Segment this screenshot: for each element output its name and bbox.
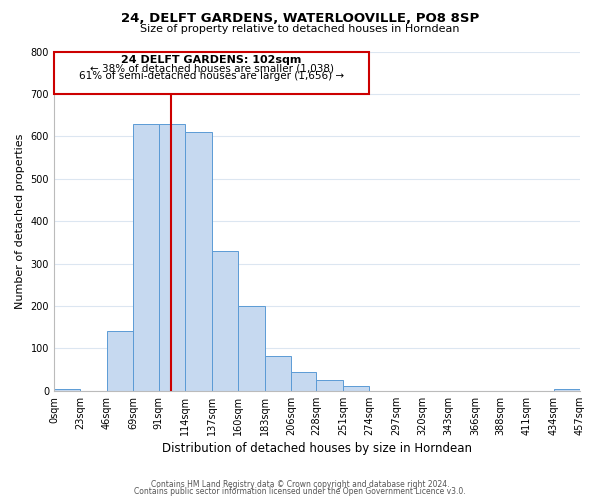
Bar	[238, 306, 265, 391]
Bar	[212, 251, 238, 391]
Bar	[54, 388, 80, 391]
Bar	[133, 124, 158, 391]
Bar	[554, 388, 580, 391]
FancyBboxPatch shape	[54, 52, 370, 94]
Text: 24 DELFT GARDENS: 102sqm: 24 DELFT GARDENS: 102sqm	[121, 55, 302, 65]
Bar	[291, 372, 316, 391]
Bar	[265, 356, 291, 391]
Bar	[107, 332, 133, 391]
Text: Size of property relative to detached houses in Horndean: Size of property relative to detached ho…	[140, 24, 460, 34]
Bar	[316, 380, 343, 391]
X-axis label: Distribution of detached houses by size in Horndean: Distribution of detached houses by size …	[162, 442, 472, 455]
Y-axis label: Number of detached properties: Number of detached properties	[15, 134, 25, 309]
Text: Contains HM Land Registry data © Crown copyright and database right 2024.: Contains HM Land Registry data © Crown c…	[151, 480, 449, 489]
Text: 24, DELFT GARDENS, WATERLOOVILLE, PO8 8SP: 24, DELFT GARDENS, WATERLOOVILLE, PO8 8S…	[121, 12, 479, 26]
Bar	[158, 124, 185, 391]
Bar	[185, 132, 212, 391]
Text: 61% of semi-detached houses are larger (1,656) →: 61% of semi-detached houses are larger (…	[79, 71, 344, 81]
Text: Contains public sector information licensed under the Open Government Licence v3: Contains public sector information licen…	[134, 488, 466, 496]
Bar	[343, 386, 370, 391]
Text: ← 38% of detached houses are smaller (1,038): ← 38% of detached houses are smaller (1,…	[89, 64, 334, 74]
